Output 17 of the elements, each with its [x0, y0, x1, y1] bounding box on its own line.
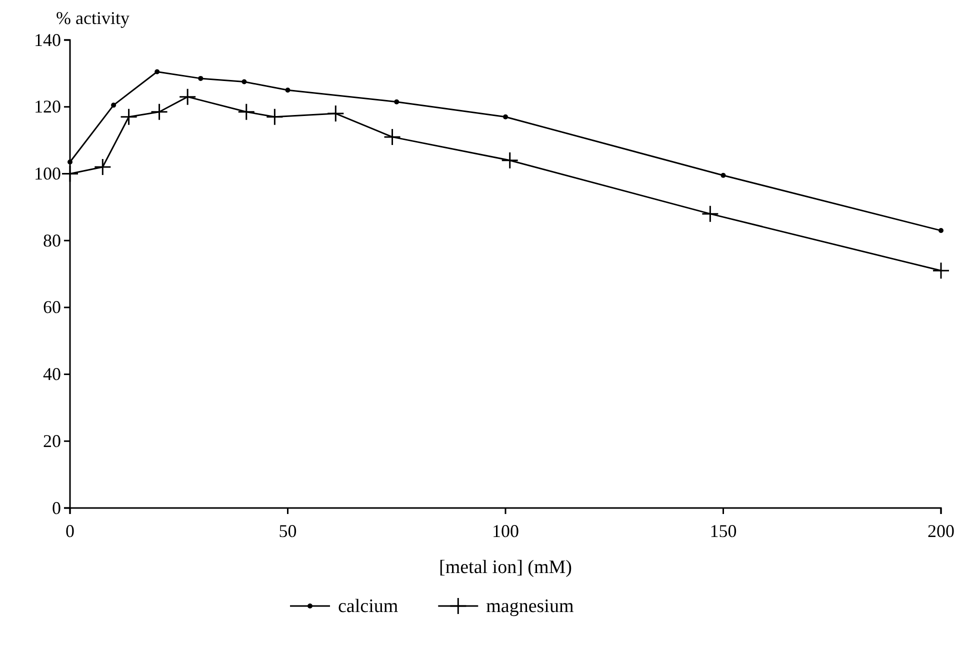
x-tick-label: 50: [278, 520, 297, 541]
y-axis-title: % activity: [56, 8, 130, 28]
y-tick-label: 20: [43, 430, 61, 451]
y-tick-label: 0: [52, 498, 61, 518]
x-axis-title: [metal ion] (mM): [439, 557, 572, 578]
y-tick-label: 40: [43, 364, 61, 384]
legend-label: magnesium: [486, 596, 574, 617]
y-tick-label: 140: [34, 30, 61, 50]
y-tick-label: 100: [34, 163, 61, 184]
y-tick-label: 80: [43, 230, 61, 250]
x-tick-label: 200: [928, 520, 954, 541]
x-tick-label: 0: [66, 520, 74, 541]
x-tick-label: 100: [492, 520, 519, 541]
y-tick-label: 60: [43, 297, 61, 318]
legend-label: calcium: [338, 596, 398, 617]
y-tick-label: 120: [34, 96, 61, 117]
x-tick-label: 150: [710, 520, 737, 541]
